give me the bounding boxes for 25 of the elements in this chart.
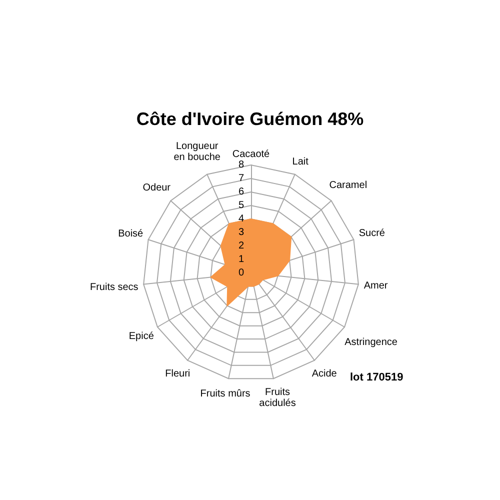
y-tick-label: 2 — [238, 240, 244, 252]
y-tick-label: 6 — [238, 186, 244, 198]
spoke-label: Lait — [292, 156, 309, 168]
spoke-label: Cacaoté — [232, 149, 270, 160]
spoke-label: Longueur en bouche — [174, 140, 221, 163]
y-tick-label: 1 — [238, 254, 244, 265]
spoke-label: Acide — [312, 368, 338, 380]
spoke-label: Odeur — [142, 182, 172, 194]
y-tick-label: 3 — [238, 227, 244, 238]
y-tick-label: 0 — [238, 268, 244, 278]
y-tick-label: 5 — [238, 200, 244, 211]
spoke-label: Caramel — [329, 180, 368, 192]
spoke-label: Sucré — [358, 228, 386, 240]
spoke-label: Astringence — [344, 336, 398, 348]
spoke-label: Fruits secs — [90, 282, 138, 293]
spoke-label: Epicé — [128, 330, 154, 342]
y-tick-label: 7 — [238, 173, 244, 184]
spoke-label: Boisé — [118, 228, 144, 240]
chart-title: Côte d'Ivoire Guémon 48% — [136, 109, 364, 129]
spoke-label: Amer — [364, 280, 388, 292]
spoke-label: Fruits acidulés — [259, 386, 296, 409]
spoke-label: Fruits mûrs — [200, 388, 250, 400]
y-tick-label: 8 — [238, 160, 244, 170]
spoke-label: Fleuri — [165, 368, 190, 380]
text: lot 170519 — [350, 372, 404, 384]
